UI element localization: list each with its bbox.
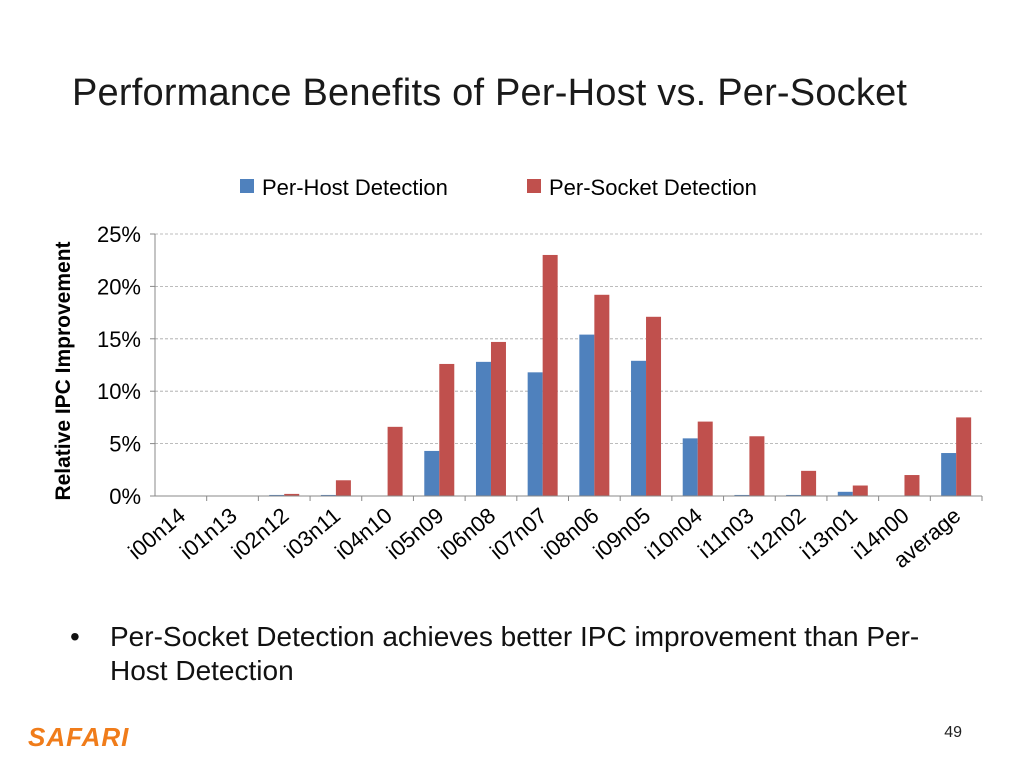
y-tick-label: 25% — [97, 222, 141, 247]
bar-per-socket-detection-i12n02 — [801, 470, 817, 496]
legend-swatch — [240, 179, 254, 193]
bar-per-host-detection-i07n07 — [527, 372, 543, 496]
bar-per-host-detection-i09n05 — [631, 360, 647, 496]
x-tick-label: i11n03 — [693, 503, 758, 564]
x-tick-label: i00n14 — [123, 503, 190, 565]
bullet-point: • Per-Socket Detection achieves better I… — [70, 620, 970, 688]
x-tick-label: i01n13 — [175, 503, 242, 565]
bar-chart: 0% 5% 10% 15% 20% 25% Relative IPC Improvement… — [52, 175, 983, 573]
bar-per-socket-detection-i05n09 — [439, 363, 455, 496]
bar-per-host-detection-average — [941, 453, 957, 496]
bar-per-host-detection-i10n04 — [682, 438, 698, 496]
bar-per-socket-detection-average — [956, 417, 972, 496]
bar-per-host-detection-i03n11 — [320, 494, 336, 496]
bar-per-socket-detection-i14n00 — [904, 475, 920, 496]
y-tick-label: 10% — [97, 379, 141, 404]
safari-logo: SAFARI — [28, 722, 130, 752]
legend-label: Per-Socket Detection — [549, 175, 757, 200]
bullet-text: Per-Socket Detection achieves better IPC… — [110, 621, 920, 686]
x-tick-label: i10n04 — [640, 503, 707, 565]
bar-per-socket-detection-i09n05 — [646, 316, 662, 496]
y-tick-label: 15% — [97, 327, 141, 352]
axes: 0% 5% 10% 15% 20% 25% Relative IPC Improvement… — [52, 222, 983, 573]
x-tick-label: i03n11 — [280, 503, 345, 564]
bar-per-socket-detection-i04n10 — [387, 426, 403, 496]
legend-label: Per-Host Detection — [262, 175, 448, 200]
bullet-glyph: • — [70, 621, 80, 652]
y-axis-title: Relative IPC Improvement — [52, 241, 75, 500]
x-tick-label: i04n10 — [330, 503, 397, 565]
bar-per-socket-detection-i02n12 — [284, 493, 300, 496]
grid-lines — [155, 233, 982, 445]
bar-per-host-detection-i13n01 — [837, 491, 853, 496]
bar-per-socket-detection-i03n11 — [335, 480, 351, 496]
bar-per-host-detection-i12n02 — [786, 494, 802, 496]
bar-per-host-detection-i02n12 — [269, 494, 285, 496]
x-tick-label: i06n08 — [433, 503, 500, 565]
legend-swatch — [527, 179, 541, 193]
y-tick-label: 20% — [97, 274, 141, 299]
x-tick-label: i08n06 — [537, 503, 604, 565]
y-tick-label: 5% — [109, 432, 141, 457]
bar-per-socket-detection-i11n03 — [749, 436, 765, 496]
bar-per-socket-detection-i08n06 — [594, 294, 610, 496]
x-tick-label: i12n02 — [744, 503, 811, 565]
bar-per-host-detection-i05n09 — [424, 450, 440, 496]
x-tick-label: i13n01 — [795, 503, 862, 565]
bar-per-host-detection-i06n08 — [475, 361, 491, 496]
bar-per-socket-detection-i07n07 — [542, 254, 558, 496]
bar-per-host-detection-i11n03 — [734, 494, 750, 496]
x-tick-label: i09n05 — [589, 503, 656, 565]
legend: Per-Host Detection Per-Socket Detection — [240, 175, 757, 200]
page-number: 49 — [944, 724, 962, 741]
slide-title: Performance Benefits of Per-Host vs. Per… — [72, 72, 908, 114]
y-tick-label: 0% — [109, 484, 141, 509]
x-tick-label: i05n09 — [382, 503, 449, 565]
bar-per-socket-detection-i13n01 — [852, 485, 868, 496]
x-tick-label: i07n07 — [485, 503, 552, 565]
x-tick-label: i02n12 — [227, 503, 294, 565]
bar-per-socket-detection-i10n04 — [697, 421, 713, 496]
bar-per-socket-detection-i06n08 — [490, 341, 506, 496]
bars — [269, 254, 972, 496]
bar-per-host-detection-i08n06 — [579, 334, 595, 496]
